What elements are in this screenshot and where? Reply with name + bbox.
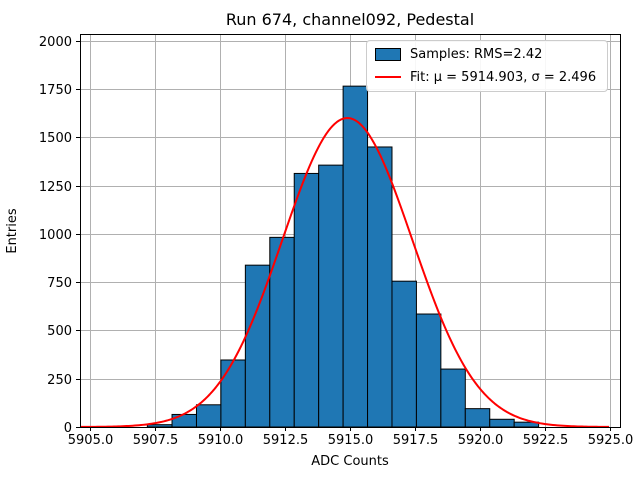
y-tick-label: 750	[47, 276, 72, 291]
histogram-bar	[464, 408, 491, 428]
x-tick-label: 5920.0	[458, 433, 504, 448]
histogram-bar	[171, 413, 197, 428]
y-tick-label: 1000	[39, 228, 72, 243]
x-tick-label: 5917.5	[393, 433, 439, 448]
y-tick-label: 250	[47, 373, 72, 388]
ticks-layer: 5905.0 5907.5 5910.0 5912.5 5915.0 5917.5 5920…	[39, 35, 633, 448]
histogram-bar	[244, 264, 271, 428]
x-tick-label: 5907.5	[133, 433, 179, 448]
chart-title: Run 674, channel092, Pedestal	[226, 10, 474, 29]
y-tick-label: 0	[64, 421, 72, 436]
x-tick-label: 5910.0	[198, 433, 244, 448]
x-tick-label: 5922.5	[523, 433, 569, 448]
histogram-bar	[318, 164, 344, 428]
histogram-bar	[195, 404, 222, 428]
histogram-bar	[367, 146, 393, 428]
histogram-bar	[440, 368, 466, 428]
y-tick-label: 1500	[39, 131, 72, 146]
histogram-bar	[293, 172, 320, 428]
y-tick-label: 500	[47, 324, 72, 339]
y-tick-label: 1750	[39, 83, 72, 98]
legend: Samples: RMS=2.42 Fit: μ = 5914.903, σ =…	[366, 40, 608, 92]
legend-entry-fit: Fit: μ = 5914.903, σ = 2.496	[375, 66, 599, 88]
legend-label-samples: Samples: RMS=2.42	[410, 47, 543, 63]
x-axis-label: ADC Counts	[311, 454, 389, 469]
x-tick-label: 5905.0	[68, 433, 114, 448]
histogram-bar	[146, 424, 173, 428]
y-tick-label: 2000	[39, 35, 72, 50]
curve-layer	[80, 117, 610, 428]
legend-label-fit: Fit: μ = 5914.903, σ = 2.496	[410, 69, 597, 85]
histogram-bar	[342, 85, 369, 428]
y-axis-label: Entries	[5, 208, 20, 254]
histogram-bar	[391, 280, 417, 428]
bars-layer	[146, 85, 540, 428]
fit-swatch-icon	[375, 76, 401, 79]
histogram-bar	[415, 313, 442, 428]
y-tick-label: 1250	[39, 180, 72, 195]
x-tick-label: 5915.0	[328, 433, 374, 448]
x-tick-label: 5925.0	[588, 433, 634, 448]
x-tick-label: 5912.5	[263, 433, 309, 448]
histogram-bar	[489, 418, 515, 428]
histogram-bar	[220, 359, 246, 428]
legend-entry-samples: Samples: RMS=2.42	[375, 44, 599, 66]
fit-curve	[80, 117, 610, 428]
samples-swatch-icon	[375, 48, 401, 62]
